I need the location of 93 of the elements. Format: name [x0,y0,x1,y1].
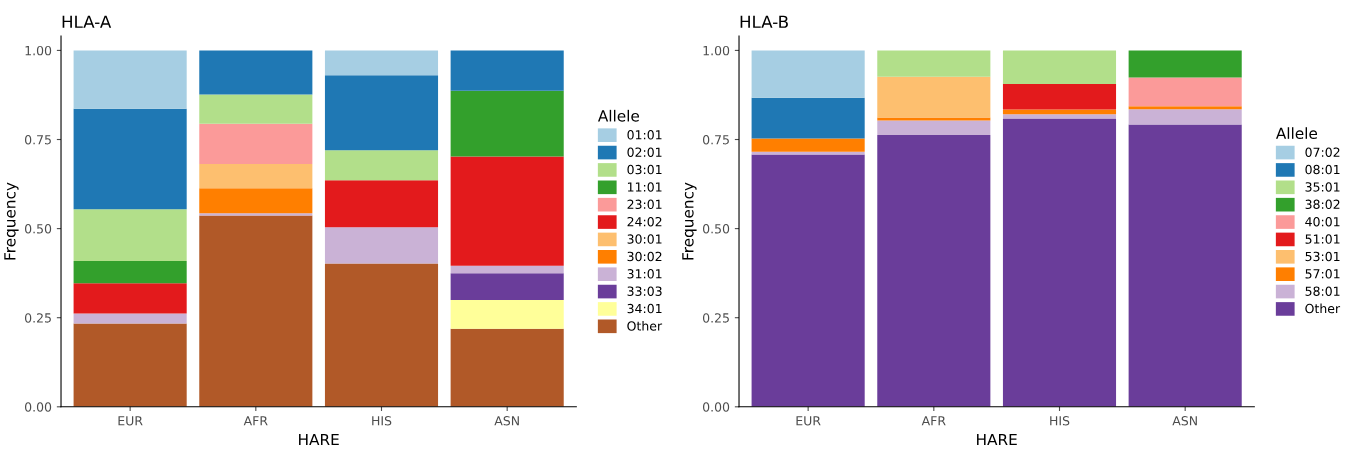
legend-label: 30:01 [627,234,662,244]
x-tick-label: AFR [921,416,946,426]
bar [877,76,991,118]
y-tick-label: 1.00 [25,45,52,56]
bar [1128,124,1242,407]
legend-label: 03:01 [627,164,662,175]
bar [73,261,187,284]
legend-label: 24:02 [627,216,662,227]
bar [877,120,991,135]
bar [324,150,439,181]
y-tick-label: 0.25 [24,313,51,323]
x-tick-label: AFR [243,416,268,426]
bar [751,138,865,152]
bar [324,75,439,151]
bar [324,50,439,76]
bar [73,209,187,262]
legend-label: 33:03 [627,286,662,296]
x-axis-title: HARE [977,433,1017,446]
bar [73,323,187,407]
bar [73,283,187,314]
x-tick-label: HIS [1050,416,1070,426]
bar [450,273,564,300]
y-tick-label: 0.75 [24,134,51,145]
y-tick-label: 0.00 [702,402,730,412]
bar [199,123,313,165]
x-tick-label: EUR [118,416,143,426]
bar [1128,50,1242,78]
bar [1002,118,1117,407]
legend-label: Other [627,321,663,331]
bar [450,90,564,157]
x-tick-label: HIS [372,416,392,426]
bar [1002,114,1117,119]
legend-label: 23:01 [627,199,662,210]
x-tick-label: ASN [1172,416,1197,426]
y-tick-label: 1.00 [703,45,730,56]
legend-label: 51:01 [1305,234,1340,244]
x-tick-label: ASN [494,416,519,426]
bar [877,50,991,77]
legend-label: 08:01 [1305,164,1340,175]
legend-label: 02:01 [627,147,662,157]
bar [450,299,564,329]
bar [73,108,187,210]
bar [199,164,313,189]
y-tick-label: 0.00 [24,402,52,412]
legend-label: Other [1305,303,1341,314]
legend-label: 31:01 [627,269,662,279]
bar [450,265,564,274]
legend-label: 35:01 [1305,182,1340,192]
bar [877,134,991,407]
legend-label: 30:02 [627,251,662,262]
legend-label: 11:01 [627,182,662,192]
legend-label: 58:01 [1305,286,1340,296]
legend-label: 07:02 [1305,147,1340,157]
bar [751,50,865,98]
bar [450,156,564,266]
bar [199,50,313,95]
bar [73,313,187,324]
bar [199,188,313,214]
bar [324,263,439,407]
y-tick-label: 0.75 [702,134,729,145]
y-tick-label: 0.50 [24,224,52,234]
bar [199,215,313,407]
legend-title: Allele [1275,127,1318,140]
legend-label: 38:02 [1305,199,1340,210]
bar [1128,109,1242,125]
x-axis-title: HARE [299,433,339,446]
bar [751,154,865,407]
bar [324,227,439,264]
bar [199,94,313,124]
chart-title: HLA-B [740,15,788,28]
x-tick-label: EUR [796,416,821,426]
legend-label: 53:01 [1305,251,1340,262]
legend-label: 01:01 [627,130,662,140]
bar [324,180,439,228]
y-axis-title: Frequency [682,182,697,260]
y-tick-label: 0.50 [702,224,730,234]
bar [1002,50,1117,84]
y-axis-title: Frequency [4,182,19,260]
legend-title: Allele [597,109,640,122]
bar [1128,106,1242,110]
chart-title: HLA-A [62,15,112,28]
bar [1128,77,1242,107]
bar [1002,83,1117,110]
legend-label: 57:01 [1305,269,1340,279]
legend-label: 40:01 [1305,216,1340,227]
bar [450,50,564,91]
bar [751,97,865,139]
bar [73,50,187,109]
bar [199,213,313,216]
y-tick-label: 0.25 [702,313,729,323]
legend-label: 34:01 [627,303,662,314]
bar [877,117,991,121]
bar [450,328,564,407]
